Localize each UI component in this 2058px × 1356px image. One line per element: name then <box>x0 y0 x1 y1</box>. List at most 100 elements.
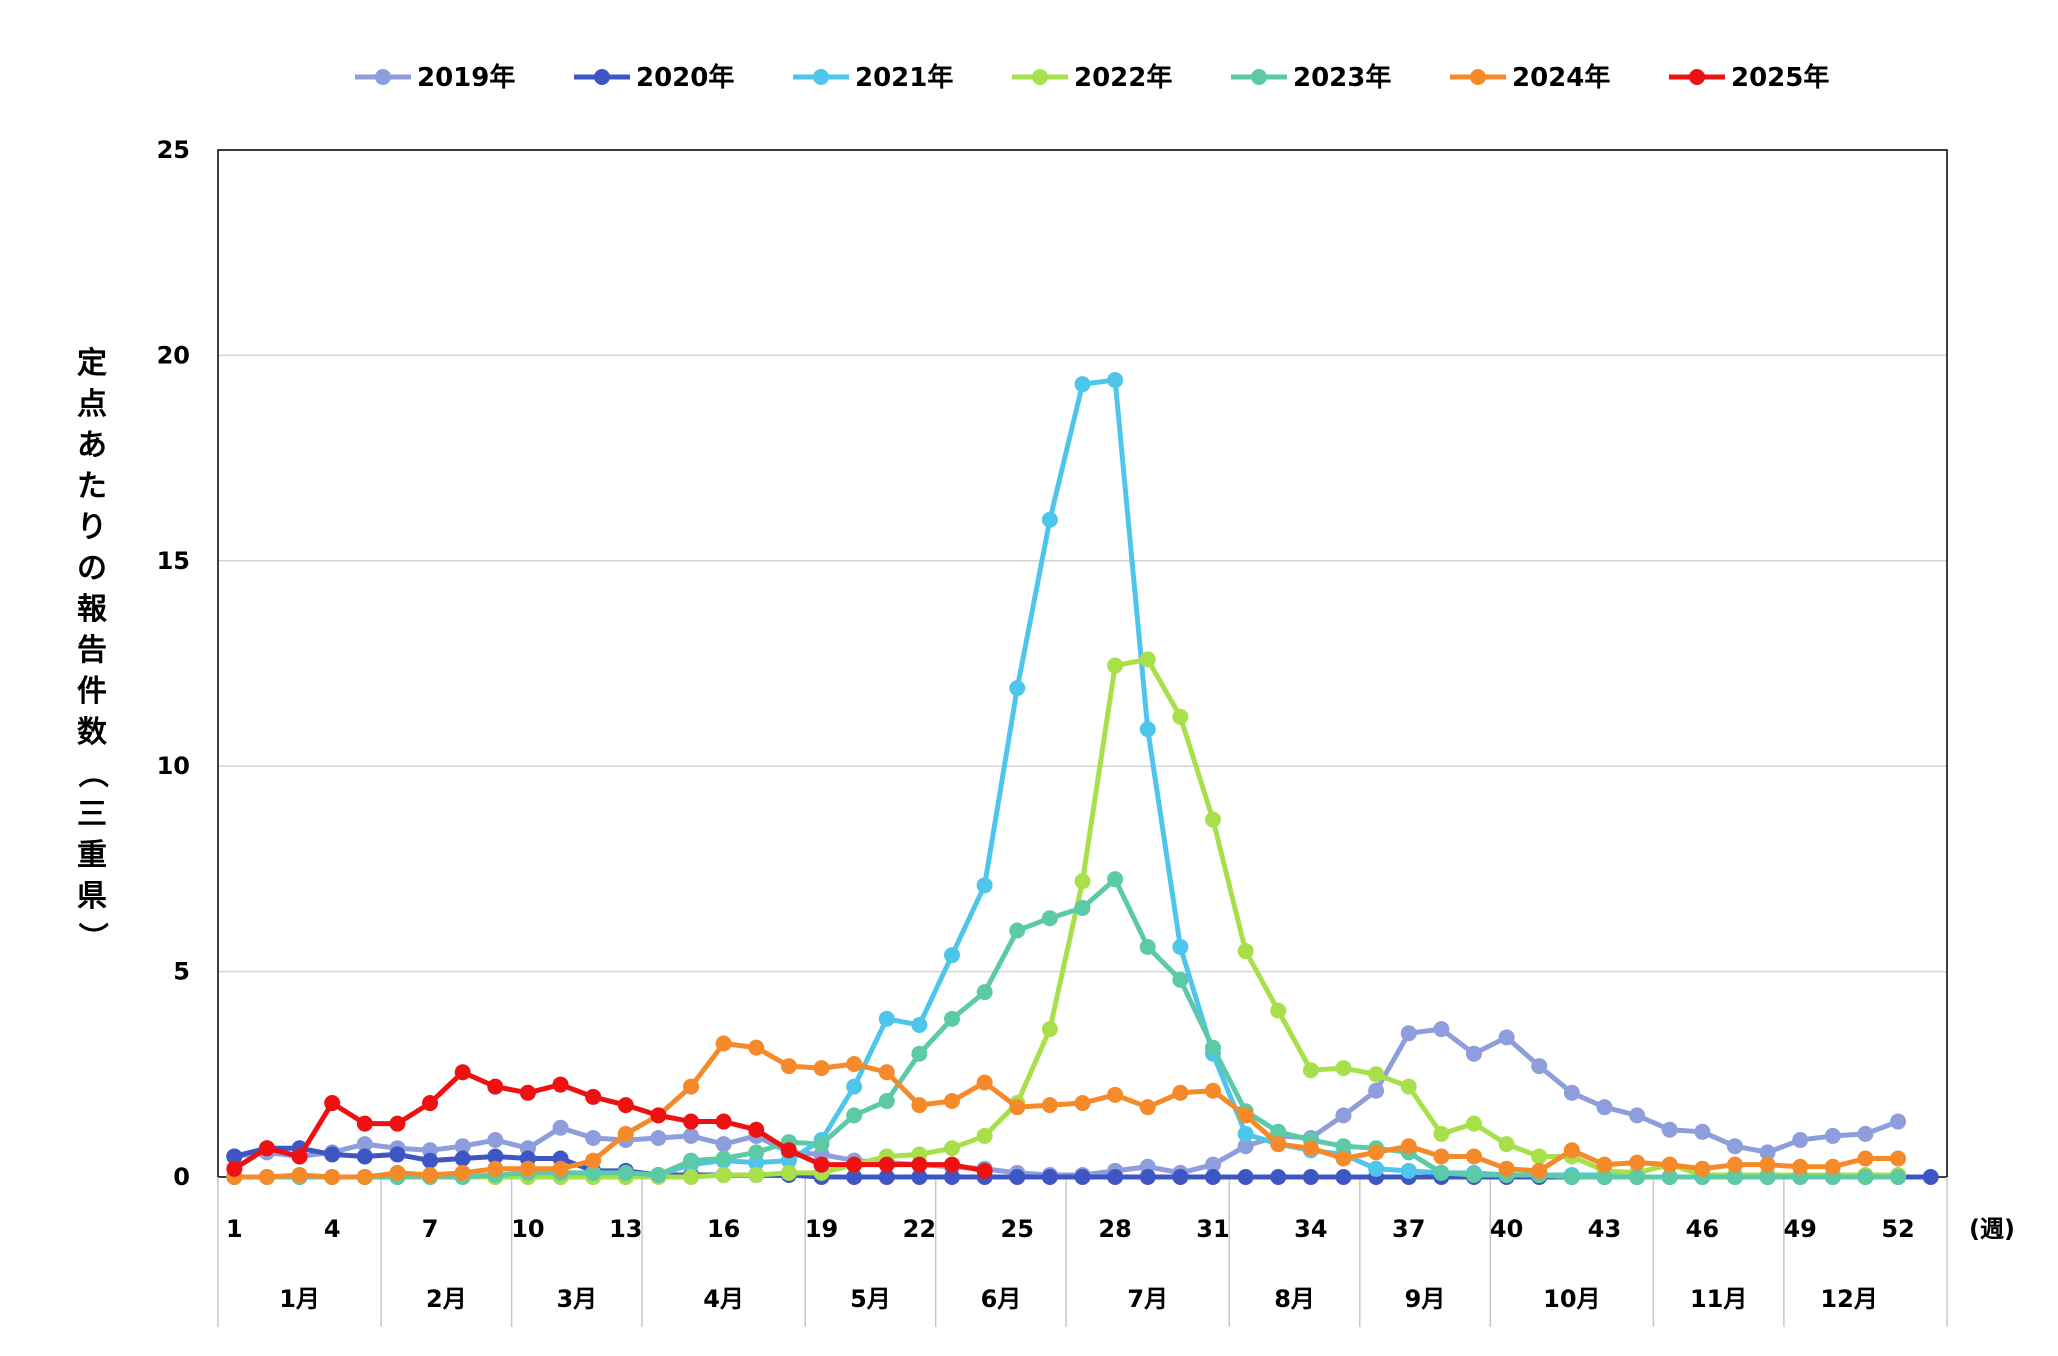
data-point <box>1531 1058 1548 1075</box>
data-point <box>846 1078 863 1095</box>
data-point <box>1107 1169 1124 1185</box>
data-point <box>422 1152 439 1169</box>
data-point <box>226 1160 243 1177</box>
data-point <box>715 1166 732 1183</box>
data-point <box>878 1156 895 1173</box>
y-axis-label-char: り <box>77 510 107 545</box>
data-point <box>748 1121 765 1138</box>
data-point <box>1400 1138 1417 1155</box>
data-point <box>1107 1086 1124 1103</box>
data-point <box>813 1156 830 1173</box>
data-point <box>1009 1169 1026 1185</box>
data-point <box>1139 721 1156 738</box>
data-point <box>1204 1039 1221 1056</box>
data-point <box>422 1166 439 1183</box>
data-point <box>1694 1160 1711 1177</box>
data-point <box>1890 1113 1907 1130</box>
data-point <box>389 1146 406 1163</box>
data-point <box>1270 1136 1287 1153</box>
data-point <box>1726 1138 1743 1155</box>
data-point <box>454 1164 471 1181</box>
data-point <box>519 1160 536 1177</box>
data-point <box>715 1113 732 1130</box>
data-point <box>1302 1169 1319 1185</box>
data-point <box>1759 1169 1776 1185</box>
data-point <box>1563 1142 1580 1159</box>
legend-label: 2022年 <box>1074 62 1172 93</box>
data-point <box>454 1150 471 1167</box>
data-point <box>1629 1154 1646 1171</box>
data-point <box>487 1132 504 1149</box>
data-point <box>944 1140 961 1157</box>
data-point <box>944 1093 961 1110</box>
legend-label: 2024年 <box>1512 62 1610 93</box>
series-line <box>231 1040 1901 1180</box>
data-point <box>617 1164 634 1181</box>
data-point <box>1335 1169 1352 1185</box>
series-line <box>231 656 1901 1180</box>
data-point <box>1857 1150 1874 1167</box>
data-point <box>1792 1158 1809 1175</box>
data-point <box>1302 1140 1319 1157</box>
y-axis-label-char: 重 <box>77 838 107 873</box>
series-2021年 <box>226 372 1907 1185</box>
data-point <box>976 984 993 1001</box>
data-point <box>1890 1150 1907 1167</box>
data-point <box>1400 1162 1417 1179</box>
data-point <box>1694 1123 1711 1140</box>
data-point <box>944 1169 961 1185</box>
legend-swatch-marker <box>1470 69 1486 85</box>
x-tick-label: 16 <box>707 1215 740 1243</box>
data-point <box>1465 1166 1482 1183</box>
data-point <box>1759 1156 1776 1173</box>
data-point <box>1759 1144 1776 1161</box>
legend-swatch-marker <box>1251 69 1267 85</box>
month-label: 1月 <box>279 1285 320 1313</box>
data-point <box>1041 910 1058 927</box>
month-label: 12月 <box>1820 1285 1877 1313</box>
x-tick-label: 22 <box>903 1215 936 1243</box>
data-point <box>911 1169 928 1185</box>
data-point <box>1335 1138 1352 1155</box>
x-tick-label: 52 <box>1881 1215 1914 1243</box>
data-point <box>683 1127 700 1144</box>
data-point <box>911 1156 928 1173</box>
data-point <box>1661 1121 1678 1138</box>
month-label: 9月 <box>1405 1285 1446 1313</box>
month-label: 5月 <box>850 1285 891 1313</box>
data-point <box>1433 1148 1450 1165</box>
data-point <box>780 1164 797 1181</box>
data-point <box>226 1148 243 1165</box>
data-point <box>1172 1169 1189 1185</box>
data-point <box>454 1064 471 1081</box>
legend-label: 2021年 <box>855 62 953 93</box>
y-tick-label: 25 <box>157 136 190 164</box>
y-axis-label-char: 三 <box>77 797 107 832</box>
data-point <box>911 1097 928 1114</box>
x-tick-label: 1 <box>226 1215 243 1243</box>
y-tick-label: 0 <box>173 1163 190 1191</box>
y-axis-label-char: 件 <box>77 674 107 709</box>
data-point <box>715 1150 732 1167</box>
data-point <box>389 1164 406 1181</box>
data-point <box>1107 657 1124 674</box>
data-point <box>1009 1099 1026 1116</box>
data-point <box>780 1142 797 1159</box>
plot-frame <box>217 149 1948 1178</box>
legend-item: 2019年 <box>355 62 515 93</box>
data-point <box>1041 1169 1058 1185</box>
month-label: 6月 <box>981 1285 1022 1313</box>
data-point <box>748 1039 765 1056</box>
month-label: 10月 <box>1543 1285 1600 1313</box>
data-point <box>1041 1021 1058 1038</box>
data-point <box>1335 1060 1352 1077</box>
data-point <box>976 877 993 894</box>
data-point <box>780 1058 797 1075</box>
y-axis-label-char: あ <box>77 428 107 463</box>
y-axis-label-char: 県 <box>77 879 107 914</box>
data-point <box>715 1136 732 1153</box>
y-axis-ticks: 0 5 10 15 20 25 <box>157 136 190 1191</box>
data-point <box>487 1078 504 1095</box>
legend-item: 2023年 <box>1231 62 1391 93</box>
